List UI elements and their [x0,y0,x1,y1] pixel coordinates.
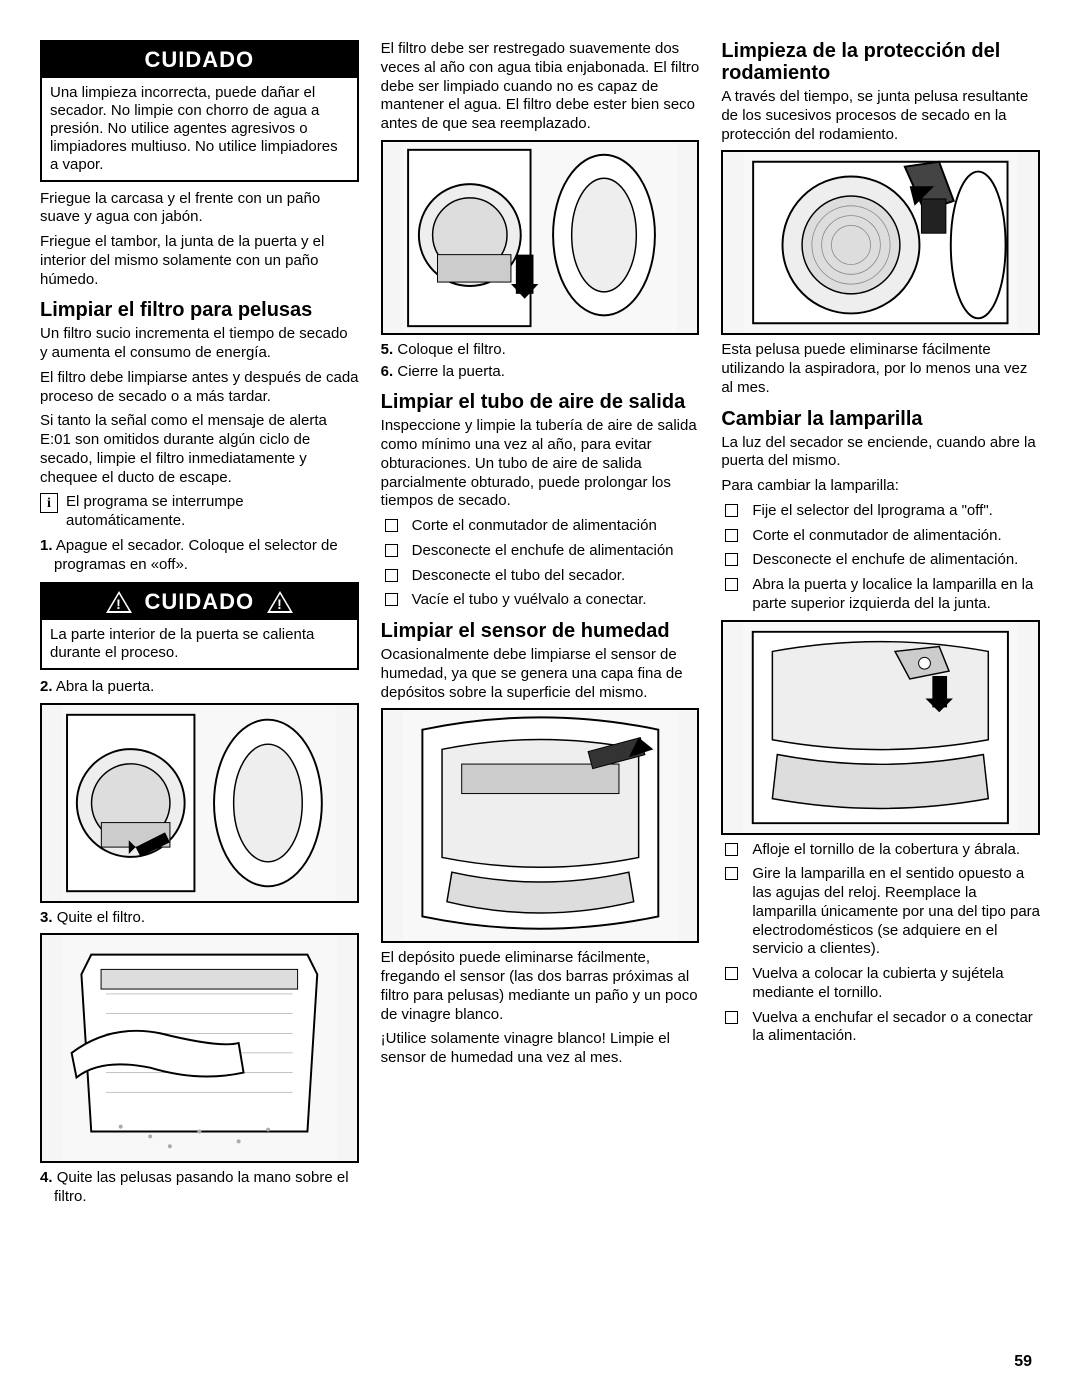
step-4: 4. Quite las pelusas pasando la mano sob… [54,1169,359,1207]
step-1: 1. Apague el secador. Coloque el selecto… [54,537,359,575]
list-item: Vacíe el tubo y vuélvalo a conectar. [381,591,700,610]
para: Friegue el tambor, la junta de la puerta… [40,233,359,289]
lamp-illustration [723,622,1038,833]
lamp-steps-2: Afloje el tornillo de la cobertura y ábr… [721,841,1040,1047]
para: El filtro debe ser restregado suavemente… [381,40,700,134]
vacuum-illustration [723,152,1038,333]
figure-remove-filter [40,933,359,1163]
para: Si tanto la señal como el mensaje de ale… [40,412,359,487]
heading-filtro: Limpiar el filtro para pelusas [40,299,359,321]
checkbox-icon [725,843,738,856]
heading-sensor: Limpiar el sensor de humedad [381,620,700,642]
para: Un filtro sucio incrementa el tiempo de … [40,325,359,363]
checkbox-icon [385,569,398,582]
column-1: CUIDADO Una limpieza incorrecta, puede d… [40,40,359,1210]
warning-body-2: La parte interior de la puerta se calien… [42,620,357,668]
para: El depósito puede eliminarse fácilmente,… [381,949,700,1024]
heading-lamparilla: Cambiar la lamparilla [721,408,1040,430]
para: Esta pelusa puede eliminarse fácilmente … [721,341,1040,397]
warning-triangle-icon: ! [105,590,133,614]
list-item: Desconecte el enchufe de alimentación. [721,551,1040,570]
heading-rodamiento: Limpieza de la protección del rodamiento [721,40,1040,84]
checkbox-icon [725,867,738,880]
column-2: El filtro debe ser restregado suavemente… [381,40,700,1210]
tubo-steps: Corte el conmutador de alimentación Desc… [381,517,700,610]
para: ¡Utilice solamente vinagre blanco! Limpi… [381,1030,700,1068]
list-item: Abra la puerta y localice la lamparilla … [721,576,1040,614]
filter-remove-illustration [42,935,357,1161]
dryer-door-illustration [42,705,357,901]
step-3: 3. Quite el filtro. [54,909,359,928]
page-columns: CUIDADO Una limpieza incorrecta, puede d… [40,40,1040,1210]
warning-box-2: ! CUIDADO ! La parte interior de la puer… [40,582,359,670]
list-item: Desconecte el tubo del secador. [381,567,700,586]
para: El filtro debe limpiarse antes y después… [40,369,359,407]
svg-text:!: ! [277,596,283,612]
warning-body-1: Una limpieza incorrecta, puede dañar el … [42,78,357,180]
info-icon: i [40,493,58,513]
checkbox-icon [385,593,398,606]
list-item: Desconecte el enchufe de alimentación [381,542,700,561]
figure-vacuum [721,150,1040,335]
para: A través del tiempo, se junta pelusa res… [721,88,1040,144]
list-item: Vuelva a colocar la cubierta y sujétela … [721,965,1040,1003]
sensor-illustration [383,710,698,941]
svg-text:!: ! [116,596,122,612]
para: La luz del secador se enciende, cuando a… [721,434,1040,472]
heading-tubo: Limpiar el tubo de aire de salida [381,391,700,413]
para: Friegue la carcasa y el frente con un pa… [40,190,359,228]
warning-title-2: CUIDADO [145,588,255,616]
step-6: 6. Cierre la puerta. [395,363,700,382]
replace-filter-illustration [383,142,698,333]
list-item: Vuelva a enchufar el secador o a conecta… [721,1009,1040,1047]
list-item: Afloje el tornillo de la cobertura y ábr… [721,841,1040,860]
checkbox-icon [725,1011,738,1024]
warning-header-2: ! CUIDADO ! [42,584,357,620]
checkbox-icon [725,578,738,591]
para: Ocasionalmente debe limpiarse el sensor … [381,646,700,702]
info-row: i El programa se interrumpe automáticame… [40,493,359,531]
warning-title-1: CUIDADO [145,46,255,74]
list-item: Corte el conmutador de alimentación. [721,527,1040,546]
checkbox-icon [725,967,738,980]
figure-lamp [721,620,1040,835]
page-number: 59 [1014,1352,1032,1372]
list-item: Corte el conmutador de alimentación [381,517,700,536]
lamp-steps-1: Fije el selector del lprograma a "off". … [721,502,1040,614]
warning-box-1: CUIDADO Una limpieza incorrecta, puede d… [40,40,359,182]
list-item: Gire la lamparilla en el sentido opuesto… [721,865,1040,959]
checkbox-icon [385,519,398,532]
checkbox-icon [725,529,738,542]
info-text: El programa se interrumpe automáticament… [66,493,359,531]
column-3: Limpieza de la protección del rodamiento… [721,40,1040,1210]
checkbox-icon [725,553,738,566]
checkbox-icon [725,504,738,517]
figure-replace-filter [381,140,700,335]
para: Inspeccione y limpie la tubería de aire … [381,417,700,511]
para: Para cambiar la lamparilla: [721,477,1040,496]
step-2: 2. Abra la puerta. [54,678,359,697]
checkbox-icon [385,544,398,557]
figure-open-door [40,703,359,903]
list-item: Fije el selector del lprograma a "off". [721,502,1040,521]
step-5: 5. Coloque el filtro. [395,341,700,360]
warning-header-1: CUIDADO [42,42,357,78]
figure-sensor [381,708,700,943]
warning-triangle-icon: ! [266,590,294,614]
